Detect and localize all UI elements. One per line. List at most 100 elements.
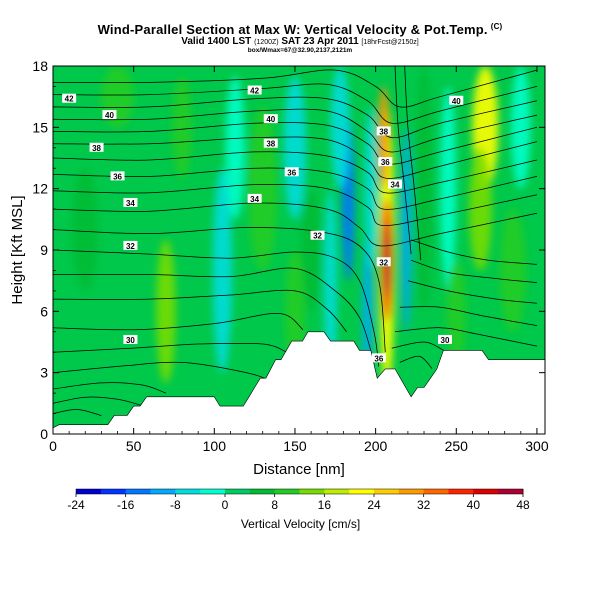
velocity-cell [156, 239, 176, 383]
contour-label-box [123, 334, 138, 344]
velocity-cell [301, 188, 321, 312]
theta-contour [53, 267, 373, 357]
contour-label-text: 42 [250, 87, 259, 96]
colorbar-swatch [225, 489, 251, 494]
contour-label-text: 42 [65, 95, 74, 104]
contour-label: 38 [263, 138, 278, 149]
y-axis-label: Height [Kft MSL] [9, 195, 26, 304]
contour-label: 40 [263, 114, 278, 124]
colorbar-swatch [473, 489, 499, 494]
velocity-cell [401, 127, 412, 332]
contour-label-box [378, 157, 393, 167]
contour-label: 36 [378, 157, 393, 167]
colorbar-tick-label: 40 [467, 498, 481, 512]
theta-contour [53, 289, 347, 333]
contour-label-text: 30 [441, 336, 450, 345]
terrain-mask [53, 331, 545, 434]
colorbar-tick-label: 48 [516, 498, 530, 512]
theta-contour [399, 306, 537, 326]
contour-label-text: 36 [287, 168, 296, 177]
contour-label-box [123, 240, 138, 250]
x-tick-label: 150 [283, 438, 307, 454]
theta-contour [53, 122, 537, 165]
x-tick-label: 100 [203, 438, 227, 454]
contour-label-text: 36 [381, 158, 390, 167]
contour-label-box [310, 230, 325, 240]
velocity-cell [511, 66, 531, 189]
contour-label-box [437, 334, 452, 344]
contour-label: 30 [437, 334, 452, 345]
contour-label: 40 [449, 95, 464, 106]
contour-label-text: 40 [105, 111, 114, 120]
contour-label-box [110, 171, 125, 181]
velocity-cell [172, 76, 192, 179]
contour-label-text: 38 [379, 127, 388, 136]
colorbar-swatch [100, 489, 127, 494]
contour-label-box [376, 257, 391, 267]
contour-label-text: 36 [374, 354, 383, 363]
contour-label: 34 [123, 197, 138, 208]
theta-contour [53, 382, 167, 394]
colorbar-swatch [274, 489, 300, 494]
contour-label-box [376, 126, 391, 136]
contour-label: 34 [247, 193, 262, 204]
theta-contour [53, 396, 142, 406]
theta-contour [53, 227, 386, 353]
velocity-cell [72, 168, 99, 291]
colorbar-tick-label: 32 [417, 498, 431, 512]
x-tick-label: 300 [525, 438, 549, 454]
velocity-cell [440, 86, 457, 291]
contour-label-text: 38 [92, 144, 101, 153]
contour-label-text: 32 [379, 258, 388, 267]
y-tick-label: 12 [32, 181, 48, 197]
theta-contour [53, 136, 537, 179]
contour-label-text: 40 [266, 115, 275, 124]
theta-contour [391, 341, 444, 351]
contour-label: 32 [123, 240, 138, 251]
theta-contour [53, 409, 102, 416]
x-tick-label: 250 [445, 438, 469, 454]
velocity-cell [378, 86, 390, 189]
y-tick-label: 6 [40, 303, 48, 319]
colorbar-swatch [374, 489, 400, 494]
velocity-cell [225, 76, 245, 220]
theta-contour [394, 327, 537, 347]
contour-label-box [387, 179, 402, 189]
contour-label-box [123, 197, 138, 207]
x-tick-label: 0 [49, 438, 57, 454]
contour-label-box [62, 93, 77, 103]
velocity-cell [499, 209, 526, 332]
contour-label-box [247, 193, 262, 203]
y-tick-label: 18 [32, 58, 48, 74]
colorbar-swatch [349, 489, 375, 494]
velocity-cell [248, 106, 278, 271]
colorbar-swatch [398, 489, 425, 494]
colorbar-label: Vertical Velocity [cm/s] [241, 517, 360, 531]
colorbar-swatch [249, 489, 276, 494]
colorbar-swatch [423, 489, 449, 494]
contour-label-box [263, 138, 278, 148]
colorbar-swatch [175, 489, 201, 494]
colorbar-frame [75, 488, 524, 495]
contour-label: 40 [102, 110, 117, 120]
colorbar-tick-label: 0 [222, 498, 229, 512]
colorbar-tick-label: 8 [271, 498, 278, 512]
x-tick-label: 200 [364, 438, 388, 454]
contour-label-text: 32 [313, 232, 322, 241]
contour-label-text: 34 [126, 199, 135, 208]
colorbar-swatch [299, 489, 325, 494]
chart-subtitle: Valid 1400 LST (1200Z) SAT 23 Apr 2011 [… [181, 36, 419, 47]
theta-contour [53, 167, 537, 210]
colorbar-tick-label: 24 [367, 498, 381, 512]
contour-label-text: 30 [126, 336, 135, 345]
theta-contour [53, 108, 537, 153]
contour-label: 34 [387, 179, 402, 190]
y-tick-label: 3 [40, 365, 48, 381]
theta-contour [53, 361, 271, 382]
colorbar-swatch [150, 489, 176, 494]
velocity-cell [469, 147, 492, 271]
theta-contour [399, 355, 433, 369]
theta-contour [53, 69, 537, 108]
velocity-cell [330, 66, 350, 189]
